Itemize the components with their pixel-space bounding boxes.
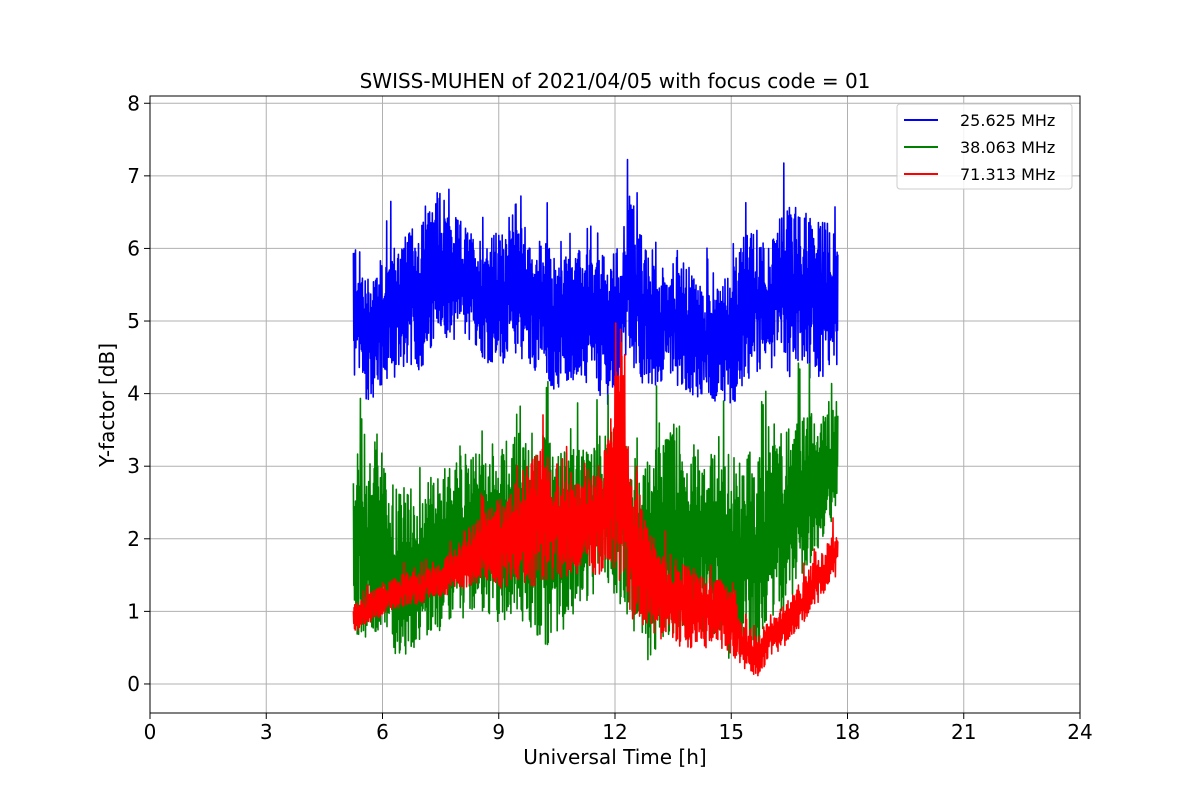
x-tick-label: 9 bbox=[492, 720, 505, 744]
y-tick-label: 3 bbox=[127, 454, 140, 478]
series-layer bbox=[352, 158, 839, 677]
legend-label: 71.313 MHz bbox=[960, 165, 1055, 184]
y-tick-label: 5 bbox=[127, 309, 140, 333]
x-tick-label: 12 bbox=[602, 720, 627, 744]
y-tick-label: 2 bbox=[127, 527, 140, 551]
x-axis-title: Universal Time [h] bbox=[523, 745, 706, 769]
y-tick-label: 1 bbox=[127, 599, 140, 623]
y-tick-label: 7 bbox=[127, 164, 140, 188]
legend-box bbox=[896, 103, 1073, 190]
y-axis-title: Y-factor [dB] bbox=[95, 343, 119, 468]
x-tick-label: 3 bbox=[260, 720, 273, 744]
series-line-1 bbox=[352, 158, 839, 405]
x-tick-label: 18 bbox=[835, 720, 860, 744]
y-tick-label: 0 bbox=[127, 672, 140, 696]
chart-title: SWISS-MUHEN of 2021/04/05 with focus cod… bbox=[360, 69, 871, 93]
x-tick-label: 6 bbox=[376, 720, 389, 744]
x-tick-label: 24 bbox=[1067, 720, 1092, 744]
y-tick-label: 4 bbox=[127, 382, 140, 406]
series-line-3 bbox=[352, 322, 839, 677]
x-tick-label: 15 bbox=[719, 720, 744, 744]
x-tick-label: 0 bbox=[144, 720, 157, 744]
x-tick-label: 21 bbox=[951, 720, 976, 744]
legend: 25.625 MHz 38.063 MHz 71.313 MHz bbox=[896, 103, 1073, 190]
y-tick-label: 8 bbox=[127, 91, 140, 115]
y-tick-label: 6 bbox=[127, 236, 140, 260]
legend-label: 25.625 MHz bbox=[960, 111, 1055, 130]
legend-label: 38.063 MHz bbox=[960, 138, 1055, 157]
